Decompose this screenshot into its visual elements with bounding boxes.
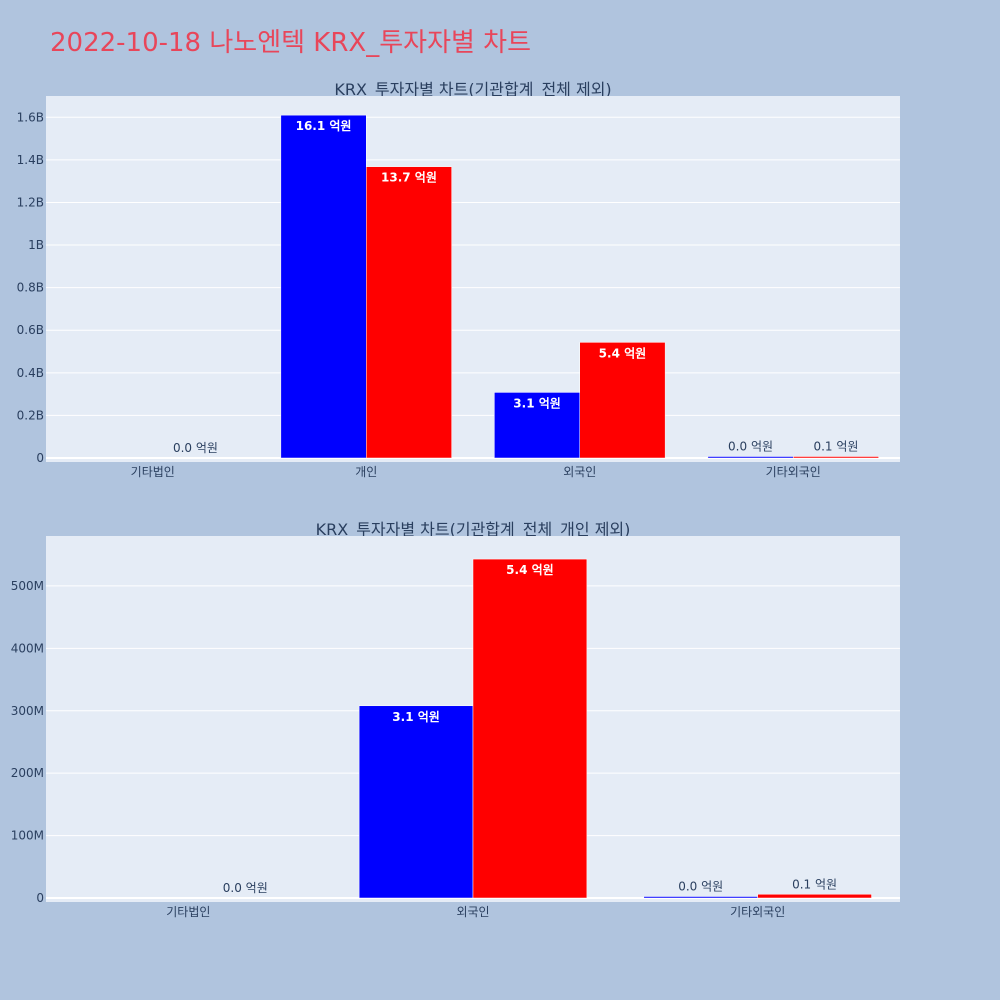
bar-data-label: 0.1 억원	[813, 440, 858, 454]
bar-data-label: 3.1 억원	[513, 396, 561, 410]
bar	[280, 114, 367, 459]
plot-area	[46, 96, 900, 462]
bar-data-label: 0.0 억원	[223, 881, 268, 895]
y-tick-label: 0.8B	[17, 281, 44, 295]
bar-data-label: 5.4 억원	[599, 346, 647, 360]
bar	[643, 896, 758, 899]
bar	[494, 392, 581, 459]
x-tick-label: 기타법인	[131, 465, 175, 479]
x-tick-label: 기타법인	[166, 905, 210, 919]
bar	[358, 705, 474, 899]
bar-data-label: 0.0 억원	[728, 440, 773, 454]
y-tick-label: 400M	[11, 641, 44, 655]
bar-data-label: 16.1 억원	[296, 119, 352, 133]
bar	[707, 456, 794, 459]
x-tick-label: 기타외국인	[766, 465, 821, 479]
bar	[472, 558, 588, 899]
bar-data-label: 13.7 억원	[381, 171, 437, 185]
y-tick-label: 1.2B	[17, 195, 44, 209]
bar	[793, 456, 879, 459]
y-tick-label: 1.6B	[17, 110, 44, 124]
y-tick-label: 0.6B	[17, 323, 44, 337]
bar	[579, 342, 666, 459]
x-tick-label: 외국인	[563, 465, 596, 479]
chart-krx-excluding-institutions-individuals: KRX_투자자별 차트(기관합계_전체_개인 제외) 0 100M 200M 300M…	[11, 520, 900, 919]
bar-data-label: 0.0 억원	[678, 880, 723, 894]
y-tick-label: 0	[36, 451, 44, 465]
y-tick-label: 200M	[11, 766, 44, 780]
x-tick-label: 외국인	[456, 905, 489, 919]
bar	[366, 166, 452, 459]
bar	[757, 894, 872, 899]
chart-2-title: KRX_투자자별 차트(기관합계_전체_개인 제외)	[316, 520, 631, 540]
y-tick-label: 0.2B	[17, 408, 44, 422]
bar-data-label: 0.1 억원	[792, 877, 837, 891]
y-tick-label: 0.4B	[17, 366, 44, 380]
bar-data-label: 5.4 억원	[506, 563, 554, 577]
x-tick-label: 개인	[355, 465, 377, 479]
y-tick-label: 100M	[11, 829, 44, 843]
y-tick-label: 1.4B	[17, 153, 44, 167]
y-tick-label: 0	[36, 891, 44, 905]
y-tick-label: 300M	[11, 704, 44, 718]
x-tick-label: 기타외국인	[730, 905, 785, 919]
y-tick-label: 500M	[11, 579, 44, 593]
chart-krx-excluding-institutions: KRX_투자자별 차트(기관합계_전체 제외) 0 0.2B 0.4B 0.6B 0.8…	[17, 80, 900, 479]
bar-data-label: 0.0 억원	[173, 441, 218, 455]
y-tick-label: 1B	[28, 238, 44, 252]
bar-data-label: 3.1 억원	[392, 710, 440, 724]
page-title: 2022-10-18 나노엔텍 KRX_투자자별 차트	[50, 28, 532, 58]
chart-1-title: KRX_투자자별 차트(기관합계_전체 제외)	[334, 80, 611, 100]
